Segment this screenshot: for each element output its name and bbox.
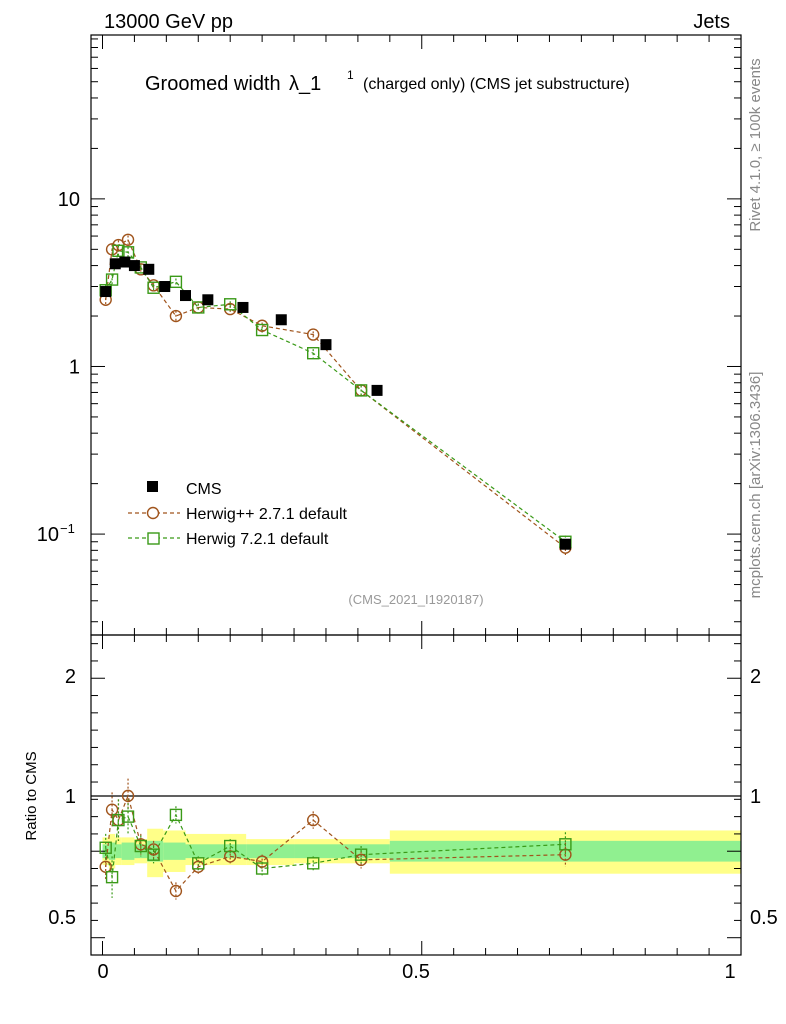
ratio-band-inner bbox=[115, 844, 122, 859]
cms-data-point bbox=[320, 339, 332, 351]
ratio-herwigpp-marker bbox=[105, 803, 119, 816]
ratio-herwig7-marker bbox=[134, 839, 148, 853]
ratio-band-inner bbox=[108, 842, 116, 860]
ratio-herwig7-marker bbox=[169, 808, 183, 822]
plot-subtitle: (charged only) (CMS jet substructure) bbox=[363, 76, 630, 93]
main-y-tick-labels: 10 1 10 −1 bbox=[37, 189, 80, 546]
ratio-herwigpp-marker bbox=[169, 884, 183, 898]
header-category-label: Jets bbox=[693, 11, 730, 33]
herwigpp-marker bbox=[307, 328, 320, 341]
herwigpp-marker bbox=[121, 233, 135, 246]
cms-data-point bbox=[143, 263, 155, 275]
ratio-band-inner bbox=[246, 844, 295, 859]
herwig7-marker bbox=[354, 384, 368, 397]
cms-data-point bbox=[202, 294, 214, 306]
mcplots-source-label: mcplots.cern.ch [arXiv:1306.3436] bbox=[747, 372, 764, 599]
herwigpp-marker bbox=[169, 309, 183, 323]
ratio-plot-frame bbox=[90, 634, 742, 956]
ratio-axis-ticks bbox=[91, 635, 742, 956]
plot-title-symbol: λ_1 bbox=[289, 73, 321, 95]
y-tick-label-10: 10 bbox=[58, 189, 80, 211]
main-plot-panel: Groomed width λ_1 1 (charged only) (CMS … bbox=[37, 34, 742, 636]
x-tick-label-0: 0 bbox=[97, 961, 108, 983]
ratio-herwig7-marker bbox=[112, 813, 125, 827]
cms-data-point bbox=[128, 260, 140, 272]
herwig7-marker bbox=[307, 347, 320, 360]
ratio-band-inner bbox=[163, 842, 186, 860]
header-collision-label: 13000 GeV pp bbox=[104, 11, 233, 33]
herwig7-marker bbox=[112, 244, 125, 257]
ratio-herwig7-marker bbox=[105, 870, 119, 884]
herwig7-marker bbox=[192, 301, 205, 314]
plot-title: Groomed width bbox=[145, 73, 281, 95]
y-tick-label-0p1: 10 bbox=[37, 524, 59, 546]
ratio-band-inner bbox=[185, 844, 247, 859]
ratio-band-inner bbox=[121, 842, 135, 860]
legend-item-cms: CMS bbox=[147, 481, 222, 498]
x-tick-label-1: 1 bbox=[724, 961, 735, 983]
ratio-right-tick-label-2: 2 bbox=[750, 666, 761, 688]
cms-data-point bbox=[119, 256, 131, 268]
herwig7-marker bbox=[169, 275, 183, 289]
legend-herwigpp-marker bbox=[146, 506, 160, 520]
cms-data-point bbox=[275, 314, 287, 326]
rivet-version-label: Rivet 4.1.0, ≥ 100k events bbox=[747, 58, 764, 231]
herwig7-marker bbox=[223, 298, 237, 311]
ratio-herwig7-marker bbox=[255, 862, 269, 875]
ratio-y-axis-label: Ratio to CMS bbox=[23, 751, 40, 840]
ratio-y-tick-label-0p5: 0.5 bbox=[48, 907, 76, 929]
cms-data-point bbox=[109, 258, 121, 270]
ratio-y-tick-label-1: 1 bbox=[65, 786, 76, 808]
legend-herwigpp-label: Herwig++ 2.7.1 default bbox=[186, 506, 348, 523]
ratio-right-tick-label-1: 1 bbox=[750, 786, 761, 808]
ratio-herwig7-marker bbox=[192, 857, 205, 870]
legend-item-herwigpp: Herwig++ 2.7.1 default bbox=[128, 506, 348, 523]
ratio-herwigpp-marker bbox=[99, 860, 112, 873]
legend-herwig7-label: Herwig 7.2.1 default bbox=[186, 531, 329, 548]
legend-cms-marker bbox=[147, 481, 158, 492]
ratio-herwig7-marker bbox=[307, 857, 320, 870]
legend: CMS Herwig++ 2.7.1 default Herwig 7.2.1 … bbox=[128, 481, 348, 548]
ratio-herwigpp-marker bbox=[307, 813, 320, 827]
analysis-id-label: (CMS_2021_I1920187) bbox=[348, 592, 483, 607]
main-axis-ticks bbox=[91, 35, 742, 635]
cms-data-point bbox=[371, 384, 383, 396]
herwigpp-marker bbox=[105, 243, 119, 256]
ratio-band-inner bbox=[294, 844, 390, 859]
y-tick-label-0p1-exponent: −1 bbox=[60, 521, 75, 536]
ratio-herwig7-marker bbox=[354, 848, 368, 861]
x-tick-label-0p5: 0.5 bbox=[402, 961, 430, 983]
cms-data-point bbox=[159, 281, 171, 293]
ratio-herwig7-marker bbox=[559, 838, 572, 851]
ratio-herwig7-marker bbox=[121, 810, 135, 823]
cms-data-point bbox=[559, 538, 571, 550]
ratio-data-series bbox=[99, 778, 572, 900]
ratio-y-tick-label-2: 2 bbox=[65, 666, 76, 688]
legend-herwig7-marker bbox=[147, 532, 160, 545]
cms-data-point bbox=[237, 301, 249, 313]
herwig7-marker bbox=[147, 281, 160, 294]
cms-data-point bbox=[179, 290, 191, 302]
legend-item-herwig7: Herwig 7.2.1 default bbox=[128, 531, 329, 548]
ratio-herwig7-marker bbox=[223, 839, 237, 853]
ratio-herwig7-marker bbox=[99, 841, 112, 854]
legend-cms-label: CMS bbox=[186, 481, 222, 498]
ratio-herwigpp-marker bbox=[121, 789, 135, 803]
ratio-plot-panel: 2 1 0.5 2 1 0.5 Ratio to CMS 0 0.5 1 bbox=[23, 634, 778, 983]
main-data-series bbox=[99, 233, 572, 556]
ratio-right-tick-label-0p5: 0.5 bbox=[750, 907, 778, 929]
herwig7-marker bbox=[105, 273, 119, 286]
ratio-herwigpp-marker bbox=[255, 855, 269, 868]
cms-data-point bbox=[100, 286, 112, 298]
herwig7-marker bbox=[255, 323, 269, 337]
y-tick-label-1: 1 bbox=[69, 356, 80, 378]
ratio-herwig7-marker bbox=[147, 848, 160, 861]
plot-title-superscript: 1 bbox=[347, 68, 354, 82]
main-plot-background bbox=[91, 35, 741, 635]
